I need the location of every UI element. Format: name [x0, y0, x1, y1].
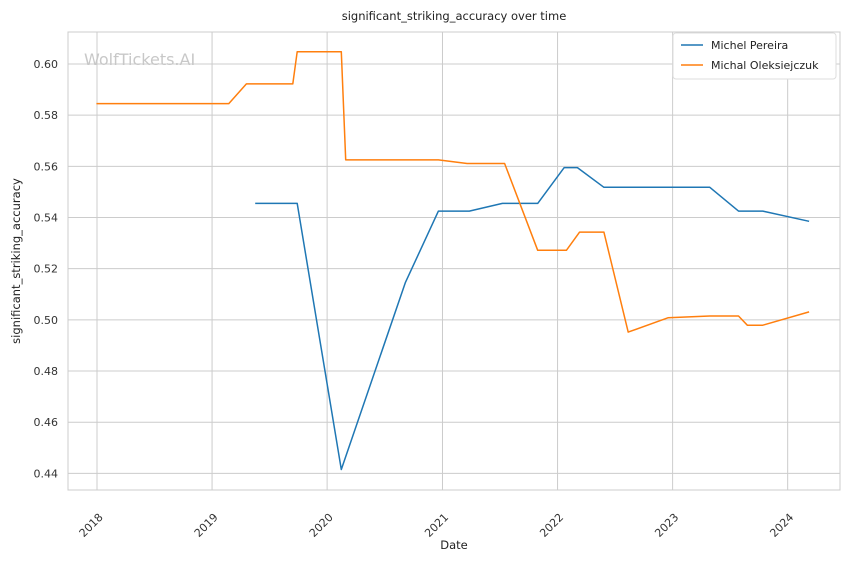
x-axis-label: Date	[440, 538, 468, 552]
y-tick-label: 0.46	[34, 416, 59, 429]
y-tick-labels: 0.44 0.46 0.48 0.50 0.52 0.54 0.56 0.58 0.60	[34, 58, 59, 480]
legend-label: Michal Oleksiejczuk	[711, 59, 819, 72]
x-tick-label: 2024	[767, 511, 796, 540]
series-layer	[96, 50, 810, 471]
y-tick-label: 0.60	[34, 58, 59, 71]
plot-frame	[67, 31, 841, 491]
x-tick-label: 2021	[422, 511, 451, 540]
x-tick-label: 2020	[307, 511, 336, 540]
chart-title: significant_striking_accuracy over time	[342, 9, 567, 23]
x-tick-label: 2019	[192, 511, 221, 540]
watermark-text: WolfTickets.AI	[84, 50, 195, 69]
series-line	[255, 166, 810, 471]
y-axis-label: significant_striking_accuracy	[9, 178, 23, 344]
series-line	[96, 50, 810, 333]
legend-box	[672, 32, 837, 80]
grid	[68, 32, 840, 490]
x-tick-label: 2018	[77, 511, 106, 540]
y-tick-label: 0.44	[34, 467, 59, 480]
y-tick-label: 0.56	[34, 160, 59, 173]
y-tick-label: 0.54	[34, 212, 59, 225]
x-tick-labels: 2018 2019 2020 2021 2022 2023 2024	[77, 511, 797, 540]
x-tick-label: 2023	[652, 511, 681, 540]
y-tick-label: 0.48	[34, 365, 59, 378]
legend-label: Michel Pereira	[711, 39, 788, 52]
y-tick-label: 0.52	[34, 263, 59, 276]
y-tick-label: 0.58	[34, 109, 59, 122]
x-tick-label: 2022	[537, 511, 566, 540]
y-tick-label: 0.50	[34, 314, 59, 327]
legend: Michel Pereira Michal Oleksiejczuk	[672, 32, 837, 80]
